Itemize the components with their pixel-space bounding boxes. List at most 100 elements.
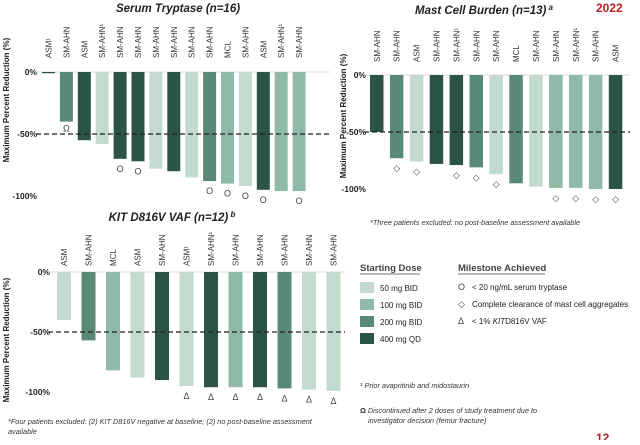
legend-dose-title: Starting Dose	[360, 263, 422, 274]
marker-kit-5: Δ	[183, 391, 189, 401]
marker-burden-1: ◇	[393, 163, 400, 173]
chart-title-tryptase: Serum Tryptase (n=16)	[116, 3, 240, 15]
category-label-tryptase-7: SM-AHN	[170, 26, 179, 58]
category-label-kit-6: SM-AHN¹	[207, 231, 216, 266]
chart-mast-cell-burden: Mast Cell Burden (n=13) a 0% -50% -100% SM-A…	[341, 3, 630, 227]
marker-burden-9: ◇	[552, 193, 559, 203]
legend-milestone-2-post: D816V VAF	[505, 317, 547, 326]
category-label-tryptase-5: SM-AHN	[134, 26, 143, 58]
bar-burden-0	[370, 75, 384, 132]
category-label-burden-1: SM-AHN	[393, 30, 402, 62]
year-label: 2022	[596, 1, 623, 15]
chart-title-sup-kit: b	[228, 210, 235, 219]
chart-title-burden: Mast Cell Burden (n=13) a	[415, 3, 554, 17]
bar-kit-6	[204, 272, 218, 388]
y-axis-label-burden: Maximum Percent Reduction (%)	[339, 53, 348, 178]
category-label-kit-0: ASM	[60, 248, 69, 266]
legend-milestone-2-pre: < 1%	[472, 317, 493, 326]
category-label-burden-3: SM-AHN	[432, 30, 441, 62]
legend-milestone-2-text: < 1% KITD816V VAF	[472, 317, 547, 326]
category-label-kit-5: ASM¹	[183, 246, 192, 266]
bar-kit-11	[326, 272, 341, 391]
bar-tryptase-3	[95, 72, 109, 144]
bar-kit-7	[228, 272, 243, 388]
bar-tryptase-5	[131, 72, 145, 162]
marker-burden-12: ◇	[612, 194, 619, 204]
y-axis-label-kit: Maximum Percent Reduction (%)	[2, 277, 11, 402]
marker-kit-6: Δ	[208, 392, 214, 402]
category-label-tryptase-11: SM-AHN	[241, 26, 250, 58]
bar-kit-10	[302, 272, 316, 390]
bar-tryptase-14	[292, 72, 306, 192]
bar-kit-9	[277, 272, 292, 389]
category-label-tryptase-4: SM-AHN	[116, 26, 125, 58]
legend-dose-label-2: 200 mg BID	[380, 318, 422, 327]
notes: ¹ Prior avapritinib and midostaurin Ω Di…	[360, 381, 537, 425]
note-dagger-text: Prior avapritinib and midostaurin	[364, 381, 469, 390]
bar-kit-8	[253, 272, 267, 388]
legend-swatch-0	[360, 282, 374, 293]
y-tick-tryptase-2: -100%	[12, 191, 37, 201]
category-label-kit-9: SM-AHN	[281, 234, 290, 266]
legend-dose-label-0: 50 mg BID	[380, 284, 418, 293]
marker-burden-4: ◇	[453, 170, 460, 180]
marker-burden-5: ◇	[473, 172, 480, 182]
bar-tryptase-6	[149, 72, 163, 169]
marker-tryptase-9: O	[206, 186, 213, 196]
footnote-kit-line2: available	[8, 427, 37, 436]
legend-swatch-1	[360, 299, 374, 310]
category-label-kit-10: SM-AHN	[305, 234, 314, 266]
legend-starting-dose: Starting Dose 50 mg BID 100 mg BID 200 mg …	[360, 263, 422, 344]
legend-milestone-title: Milestone Achieved	[458, 263, 547, 274]
marker-kit-11: Δ	[330, 396, 336, 406]
legend-milestone-0-text: < 20 ng/mL serum tryptase	[472, 283, 568, 292]
category-label-burden-12: ASM	[612, 44, 621, 62]
footnote-kit-line1: *Four patients excluded: (2) KIT D816V n…	[8, 417, 313, 426]
legend-swatch-3	[360, 333, 374, 344]
marker-tryptase-14: O	[296, 196, 303, 206]
category-label-burden-0: SM-AHN	[373, 30, 382, 62]
bar-burden-8	[529, 75, 543, 187]
marker-tryptase-11: O	[242, 191, 249, 201]
legend-milestone-2-symbol: Δ	[458, 316, 464, 326]
chart-title-sup-burden: a	[546, 3, 553, 12]
y-axis-label-tryptase: Maximum Percent Reduction (%)	[2, 37, 11, 162]
note-omega-line2: investigator decision (femur fracture)	[368, 416, 486, 425]
marker-burden-2: ◇	[413, 167, 420, 177]
bar-burden-6	[489, 75, 503, 175]
bar-burden-1	[389, 75, 404, 159]
y-tick-burden-0: 0%	[354, 70, 367, 80]
marker-tryptase-5: O	[134, 166, 141, 176]
y-tick-tryptase-0: 0%	[25, 67, 38, 77]
bar-kit-5	[179, 272, 194, 386]
category-label-kit-3: ASM	[134, 248, 143, 266]
bar-burden-3	[429, 75, 444, 164]
marker-tryptase-12: O	[260, 195, 267, 205]
bar-tryptase-4	[113, 72, 127, 159]
bar-kit-4	[155, 272, 169, 380]
category-label-burden-7: MCL	[512, 45, 521, 62]
category-label-burden-9: SM-AHN	[552, 30, 561, 62]
marker-burden-10: ◇	[572, 193, 579, 203]
category-label-burden-8: SM-AHN	[532, 30, 541, 62]
category-label-burden-10: SM-AHN¹	[572, 27, 581, 62]
chart-serum-tryptase: Serum Tryptase (n=16) 0% -50% -100% ASM¹ SM-A…	[12, 3, 330, 206]
bar-tryptase-7	[167, 72, 181, 172]
marker-burden-11: ◇	[592, 194, 599, 204]
legend-swatch-2	[360, 316, 374, 327]
page-number: 12	[596, 431, 610, 440]
bar-burden-9	[549, 75, 563, 188]
marker-tryptase-1: Ω	[63, 124, 70, 134]
y-tick-kit-0: 0%	[38, 267, 51, 277]
category-label-tryptase-0: ASM¹	[45, 38, 54, 58]
category-label-tryptase-1: SM-AHN	[62, 26, 71, 58]
marker-burden-6: ◇	[493, 179, 500, 189]
category-label-tryptase-9: SM-AHN	[206, 26, 215, 58]
chart-title-kit: KIT D816V VAF (n=12) b	[109, 210, 236, 224]
category-label-tryptase-6: SM-AHN	[152, 26, 161, 58]
bar-kit-1	[81, 272, 96, 341]
marker-kit-7: Δ	[232, 392, 238, 402]
legend-milestone-0-symbol: O	[458, 282, 465, 292]
bar-burden-4	[449, 75, 464, 166]
